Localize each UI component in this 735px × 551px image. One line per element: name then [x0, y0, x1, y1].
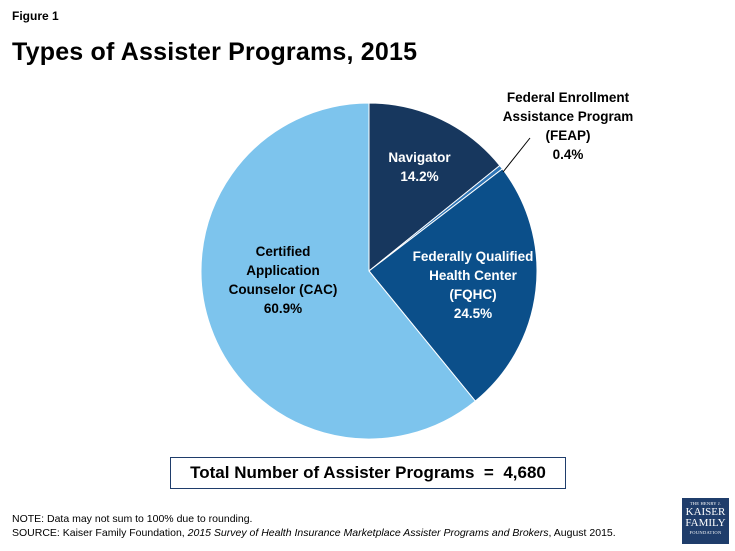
- logo-line-1: THE HENRY J.: [689, 501, 722, 506]
- logo-line-2: KAISER: [685, 506, 726, 518]
- slice-value: 0.4%: [552, 147, 584, 162]
- logo-line-3: FAMILY: [685, 517, 726, 529]
- chart-title: Types of Assister Programs, 2015: [12, 38, 418, 66]
- kff-logo: THE HENRY J. KAISER FAMILY FOUNDATION: [682, 498, 729, 544]
- slice-label-line: Navigator: [388, 150, 451, 165]
- feap-leader-line: [502, 137, 531, 173]
- source-prefix: SOURCE: Kaiser Family Foundation,: [12, 527, 188, 539]
- slice-value: 60.9%: [263, 301, 303, 316]
- slice-label-line: (FEAP): [545, 128, 591, 143]
- source-title: 2015 Survey of Health Insurance Marketpl…: [187, 527, 549, 539]
- slice-label-line: (FQHC): [449, 287, 497, 302]
- slice-label-fqhc: Federally Qualified Health Center (FQHC) 24…: [398, 247, 548, 323]
- slice-label-line: Counselor (CAC): [228, 282, 338, 297]
- pie-slice-0: [368, 102, 501, 273]
- slice-label-line: Application: [246, 263, 320, 278]
- slice-label-line: Federally Qualified: [412, 249, 534, 264]
- total-equals: =: [483, 463, 494, 482]
- slice-label-feap: Federal Enrollment Assistance Program (FEA…: [483, 88, 653, 164]
- slice-label-line: Certified: [255, 244, 311, 259]
- total-programs-box: Total Number of Assister Programs = 4,68…: [170, 457, 566, 489]
- slice-value: 14.2%: [400, 169, 439, 184]
- logo-line-4: FOUNDATION: [689, 530, 722, 535]
- total-value: 4,680: [503, 463, 546, 482]
- slice-value: 24.5%: [453, 306, 493, 321]
- pie-slice-2: [368, 168, 538, 402]
- total-label: Total Number of Assister Programs: [190, 463, 475, 482]
- figure-label: Figure 1: [12, 9, 59, 23]
- slice-label-line: Health Center: [429, 268, 517, 283]
- pie-slice-3: [200, 102, 476, 440]
- note-text: NOTE: Data may not sum to 100% due to ro…: [12, 513, 253, 525]
- slice-label-cac: Certified Application Counselor (CAC) 60.9%: [218, 242, 348, 318]
- slice-label-line: Federal Enrollment: [506, 90, 630, 105]
- source-suffix: , August 2015.: [548, 527, 616, 539]
- slice-label-line: Assistance Program: [502, 109, 634, 124]
- source-text: SOURCE: Kaiser Family Foundation, 2015 S…: [12, 526, 616, 540]
- slice-label-navigator: Navigator 14.2%: [372, 148, 467, 186]
